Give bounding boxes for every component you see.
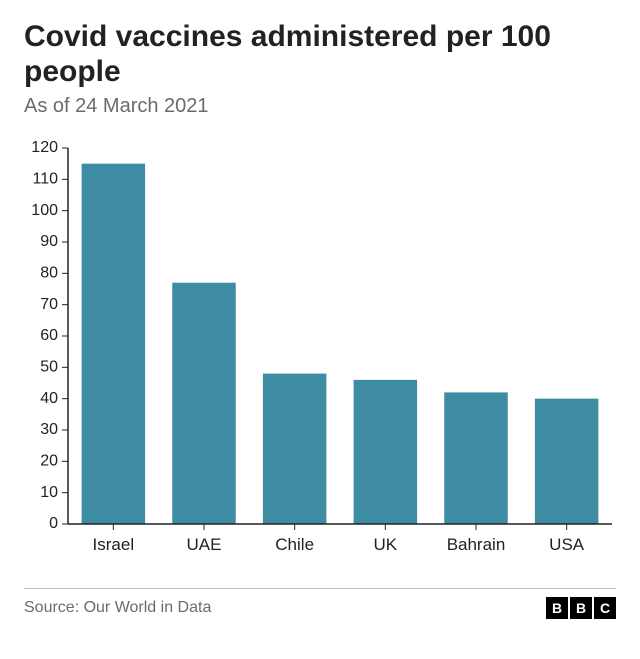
bar xyxy=(444,392,507,524)
footer-divider xyxy=(24,588,616,589)
svg-text:80: 80 xyxy=(40,265,58,282)
bbc-logo-block: C xyxy=(594,597,616,619)
bar xyxy=(82,164,145,524)
bar xyxy=(535,399,598,524)
svg-text:20: 20 xyxy=(40,453,58,470)
svg-text:100: 100 xyxy=(31,202,58,219)
svg-text:120: 120 xyxy=(31,140,58,156)
footer-row: Source: Our World in Data B B C xyxy=(24,597,616,619)
bar xyxy=(263,374,326,524)
bar xyxy=(172,283,235,524)
bar-chart-svg: 0 10 20 30 40 50 60 70 80 90 100 110 120 Israel UAE Chi… xyxy=(24,140,616,570)
category-label: UK xyxy=(374,535,398,554)
chart-title: Covid vaccines administered per 100 peop… xyxy=(24,20,616,89)
svg-text:10: 10 xyxy=(40,484,58,501)
category-label: USA xyxy=(549,535,585,554)
svg-text:60: 60 xyxy=(40,327,58,344)
bar-chart: 0 10 20 30 40 50 60 70 80 90 100 110 120 Israel UAE Chi… xyxy=(24,140,616,570)
svg-text:40: 40 xyxy=(40,390,58,407)
category-label: Israel xyxy=(93,535,135,554)
bbc-logo-block: B xyxy=(546,597,568,619)
svg-text:30: 30 xyxy=(40,421,58,438)
svg-text:110: 110 xyxy=(32,171,58,188)
category-label: UAE xyxy=(187,535,222,554)
bbc-logo-block: B xyxy=(570,597,592,619)
bbc-logo: B B C xyxy=(546,597,616,619)
chart-subtitle: As of 24 March 2021 xyxy=(24,95,616,118)
svg-text:90: 90 xyxy=(40,233,58,250)
chart-card: Covid vaccines administered per 100 peop… xyxy=(0,0,640,635)
category-label: Bahrain xyxy=(447,535,506,554)
bar xyxy=(354,380,417,524)
category-label: Chile xyxy=(275,535,314,554)
svg-text:0: 0 xyxy=(49,515,58,532)
source-label: Source: Our World in Data xyxy=(24,599,211,617)
svg-text:50: 50 xyxy=(40,359,58,376)
svg-text:70: 70 xyxy=(40,296,58,313)
